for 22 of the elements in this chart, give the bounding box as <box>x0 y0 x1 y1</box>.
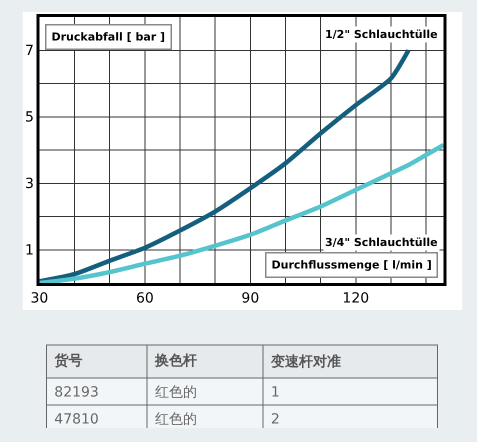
text: 47810 <box>54 412 99 428</box>
x-tick-label: 30 <box>30 290 48 307</box>
category-label: 货号 <box>53 353 82 369</box>
y-tick-label: 3 <box>24 176 34 192</box>
y-axis-title: Druckabfall [ bar ] <box>52 30 166 44</box>
y-tick-label: 1 <box>24 242 34 259</box>
text: 1/2" Schlauchtülle <box>325 28 438 41</box>
text: 2 <box>270 412 280 428</box>
y-tick-label: 7 <box>24 43 34 60</box>
x-axis-title: Durchflussmenge [ l/min ] <box>272 258 432 272</box>
text: 红色的 <box>155 412 198 428</box>
y-tick-label: 5 <box>24 110 34 126</box>
x-tick-label: 60 <box>136 290 154 307</box>
text: 1 <box>270 384 280 400</box>
x-tick-label: 120 <box>342 290 370 307</box>
category-label: 换色杆 <box>154 353 198 369</box>
text: 3/4" Schlauchtülle <box>325 236 438 249</box>
x-tick-label: 90 <box>241 290 260 307</box>
text: 82193 <box>54 384 99 400</box>
category-label: 变速杆对准 <box>270 353 341 370</box>
line-series <box>39 142 444 283</box>
text: 红色的 <box>155 384 198 400</box>
